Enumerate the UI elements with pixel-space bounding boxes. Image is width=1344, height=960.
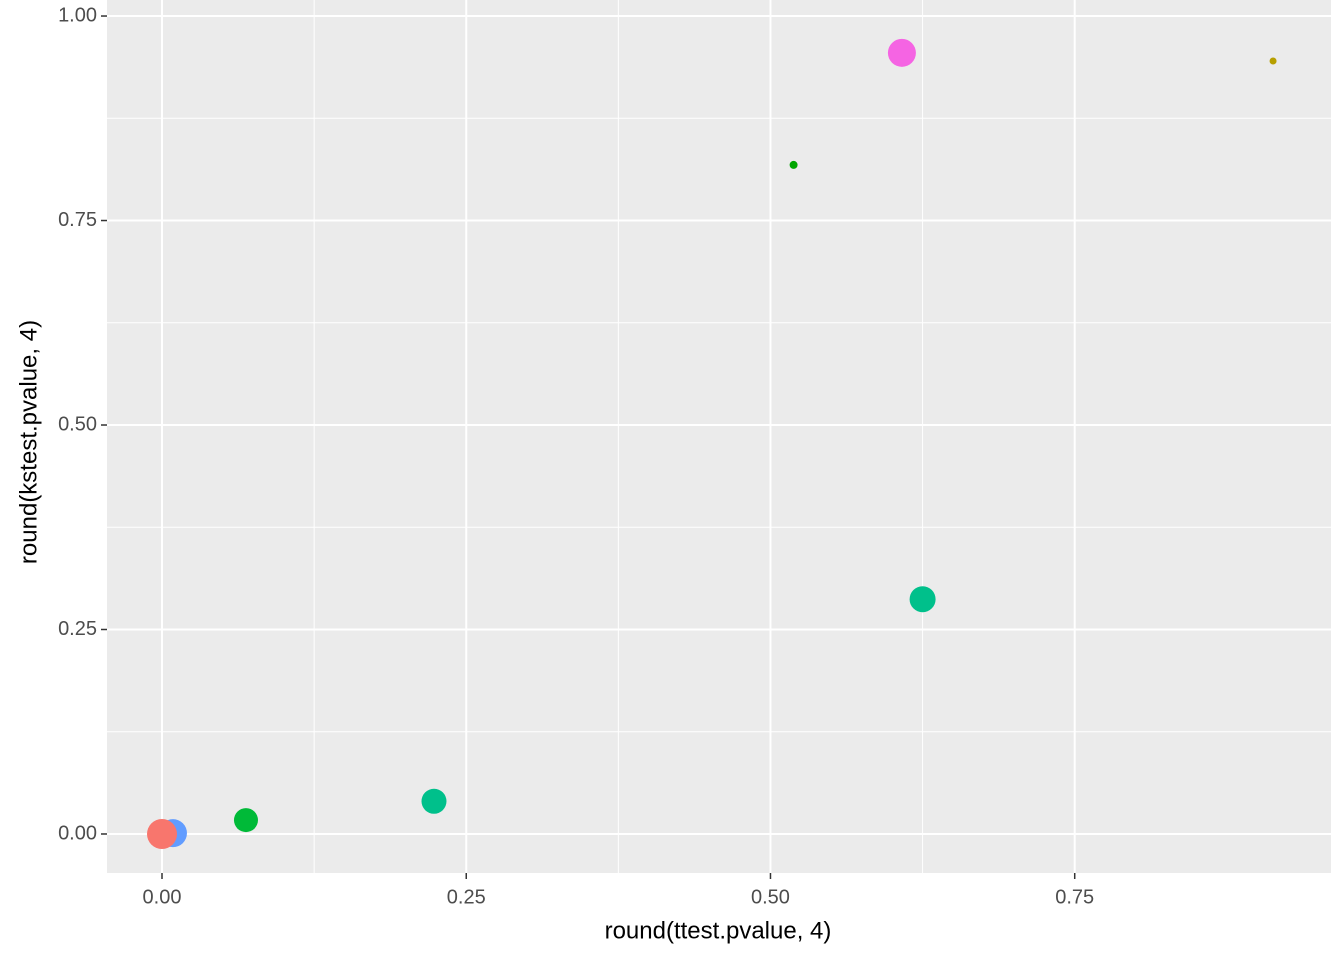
y-tick-label: 0.00 [58, 822, 97, 844]
point [789, 160, 798, 169]
point [147, 818, 178, 849]
x-axis-title: round(ttest.pvalue, 4) [605, 917, 832, 944]
x-tick-label: 0.75 [1055, 886, 1094, 908]
x-tick-label: 0.50 [751, 886, 790, 908]
y-tick-label: 0.75 [58, 209, 97, 231]
x-tick-label: 0.25 [447, 886, 486, 908]
point [421, 788, 447, 814]
panel [107, 0, 1331, 873]
point [909, 586, 936, 613]
y-tick-label: 0.25 [58, 618, 97, 640]
y-tick-label: 1.00 [58, 4, 97, 26]
y-tick-label: 0.50 [58, 413, 97, 435]
point [1269, 57, 1277, 65]
y-axis-title: round(kstest.pvalue, 4) [15, 320, 42, 564]
x-tick-label: 0.00 [143, 886, 182, 908]
point [887, 38, 916, 67]
point [233, 808, 258, 833]
